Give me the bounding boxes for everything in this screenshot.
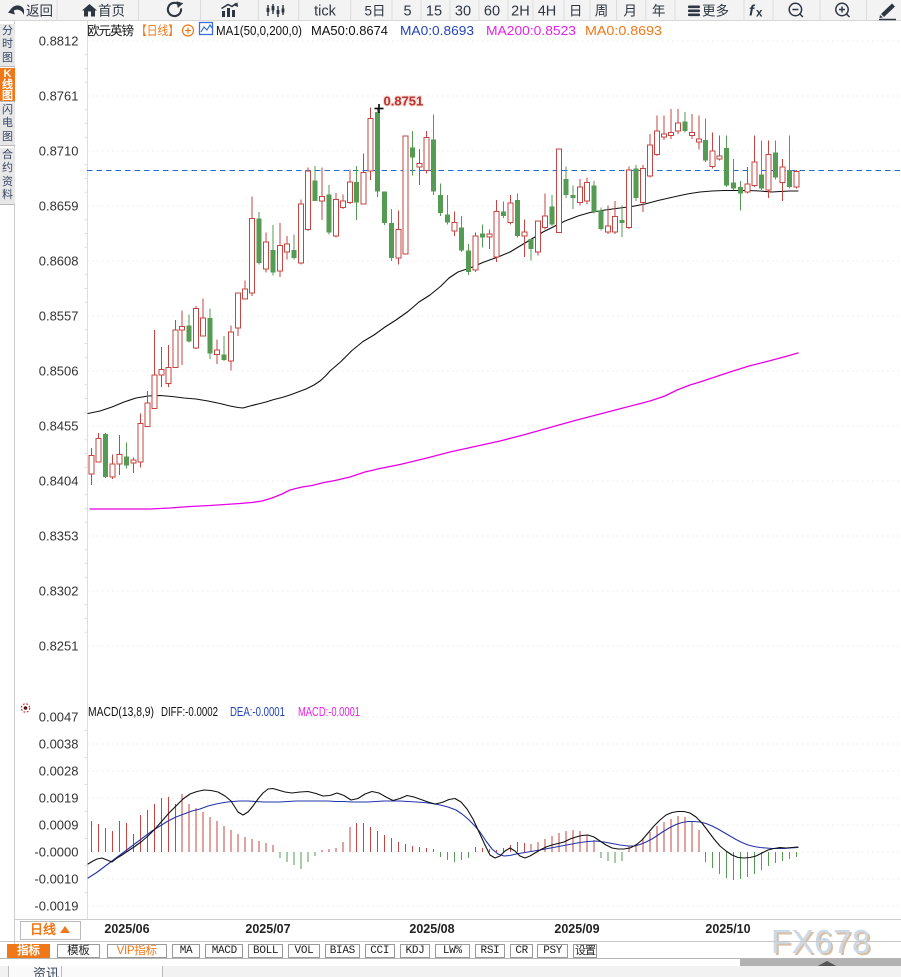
svg-text:0.8659: 0.8659 xyxy=(39,199,79,214)
svg-text:首页: 首页 xyxy=(98,4,125,19)
svg-text:DIFF:-0.0002: DIFF:-0.0002 xyxy=(161,705,218,719)
svg-text:0.8751: 0.8751 xyxy=(384,94,424,109)
svg-text:0.8710: 0.8710 xyxy=(39,144,79,159)
svg-text:-0.0019: -0.0019 xyxy=(34,899,78,914)
svg-text:MACD(13,8,9): MACD(13,8,9) xyxy=(88,705,154,719)
svg-text:【日线】: 【日线】 xyxy=(136,24,179,38)
svg-text:-0.0000: -0.0000 xyxy=(34,845,78,860)
svg-text:MA1(50,0,200,0): MA1(50,0,200,0) xyxy=(216,24,302,38)
svg-text:f: f xyxy=(749,3,756,20)
svg-text:4H: 4H xyxy=(538,4,557,20)
svg-text:0.0047: 0.0047 xyxy=(39,710,79,725)
svg-text:DEA:-0.0001: DEA:-0.0001 xyxy=(230,705,285,719)
svg-text:MA50:0.8674: MA50:0.8674 xyxy=(311,24,388,38)
svg-text:2025/07: 2025/07 xyxy=(245,922,290,936)
svg-text:返回: 返回 xyxy=(26,4,53,19)
svg-text:MA0:0.8693: MA0:0.8693 xyxy=(400,24,474,38)
svg-text:5日: 5日 xyxy=(364,4,385,19)
svg-text:0.0019: 0.0019 xyxy=(39,791,79,806)
svg-text:周: 周 xyxy=(595,4,609,19)
svg-text:0.0038: 0.0038 xyxy=(39,737,79,752)
svg-text:30: 30 xyxy=(455,4,471,20)
svg-text:0.8557: 0.8557 xyxy=(39,309,79,324)
svg-text:MACD:-0.0001: MACD:-0.0001 xyxy=(298,705,360,719)
svg-text:年: 年 xyxy=(652,4,666,19)
svg-text:0.8302: 0.8302 xyxy=(39,584,79,599)
svg-text:0.8404: 0.8404 xyxy=(39,474,79,489)
svg-text:0.8251: 0.8251 xyxy=(39,639,79,654)
svg-text:x: x xyxy=(756,8,763,20)
svg-text:MA0:0.8693: MA0:0.8693 xyxy=(585,24,662,38)
svg-text:tick: tick xyxy=(314,4,337,20)
svg-text:0.0028: 0.0028 xyxy=(39,764,79,779)
svg-text:0.0009: 0.0009 xyxy=(39,818,79,833)
svg-text:2025/09: 2025/09 xyxy=(554,922,599,936)
svg-text:15: 15 xyxy=(426,4,442,20)
svg-text:5: 5 xyxy=(403,4,411,20)
svg-text:0.8455: 0.8455 xyxy=(39,419,79,434)
svg-text:更多: 更多 xyxy=(702,3,729,19)
svg-text:2025/10: 2025/10 xyxy=(705,922,750,936)
svg-text:0.8506: 0.8506 xyxy=(39,364,79,379)
svg-text:2H: 2H xyxy=(511,4,530,20)
svg-text:日线: 日线 xyxy=(30,922,56,937)
svg-text:0.8761: 0.8761 xyxy=(39,89,79,104)
svg-text:MA200:0.8523: MA200:0.8523 xyxy=(486,24,576,38)
svg-text:2025/06: 2025/06 xyxy=(104,922,149,936)
svg-text:60: 60 xyxy=(484,4,500,20)
svg-text:0.8608: 0.8608 xyxy=(39,254,79,269)
svg-text:0.8353: 0.8353 xyxy=(39,529,79,544)
svg-text:-0.0010: -0.0010 xyxy=(34,872,78,887)
svg-text:2025/08: 2025/08 xyxy=(409,922,454,936)
svg-text:欧元英镑: 欧元英镑 xyxy=(87,23,134,38)
svg-text:月: 月 xyxy=(624,4,638,19)
svg-text:0.8812: 0.8812 xyxy=(39,34,79,49)
svg-text:日: 日 xyxy=(569,4,583,19)
